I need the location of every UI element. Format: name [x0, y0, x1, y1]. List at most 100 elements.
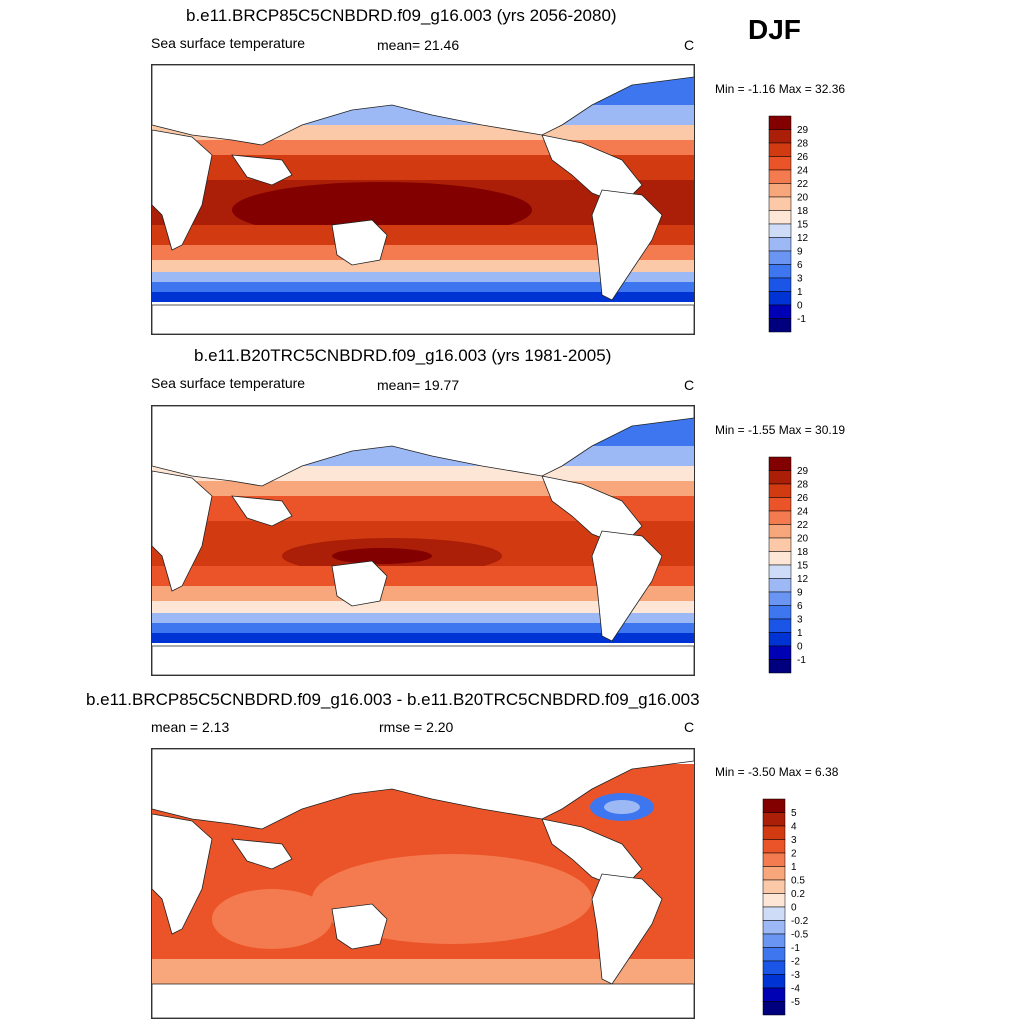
colorbar-tick-label: 20 [797, 193, 809, 204]
colorbar-swatch [768, 156, 792, 171]
colorbar-swatch [768, 456, 792, 471]
continent-antarctica [152, 304, 694, 334]
colorbar-tick-label: 3 [797, 615, 803, 626]
colorbar-swatch [768, 129, 792, 144]
continents [152, 406, 694, 675]
colorbar-swatch [762, 1001, 786, 1016]
colorbar-swatch [768, 277, 792, 292]
colorbar-tick-label: -3 [791, 970, 800, 981]
continent-antarctica [152, 645, 694, 675]
colorbar-tick-label: 28 [797, 480, 809, 491]
colorbar-swatch [768, 618, 792, 633]
colorbar-tick-label: 1 [791, 862, 797, 873]
colorbar-tick-label: 0.5 [791, 876, 805, 887]
colorbar-tick-label: 0 [791, 903, 797, 914]
continent-south-america [591, 530, 663, 642]
panel-2-variable-label: Sea surface temperature [151, 375, 306, 391]
continent-africa [152, 129, 213, 251]
colorbar-swatch [768, 142, 792, 157]
colorbar-swatch [762, 852, 786, 867]
sst-warm-core [332, 548, 432, 564]
colorbar-tick-label: 0.2 [791, 889, 805, 900]
panel-1-minmax: Min = -1.16 Max = 32.36 [715, 82, 846, 96]
continent-south-asia [231, 154, 293, 186]
colorbar-tick-label: 26 [797, 152, 809, 163]
continent-south-america [591, 873, 663, 985]
panel-3-colorbar-svg: 5 4 3 2 1 0.5 0.2 0 -0.2 -0.5 -1 -2 -3 -4 -5 [762, 798, 809, 1016]
colorbar-swatch [768, 551, 792, 566]
sst-band-cold-s [152, 623, 694, 635]
colorbar-swatch [762, 947, 786, 962]
colorbar-tick-label: -1 [791, 943, 800, 954]
colorbar-tick-label: 6 [797, 601, 803, 612]
colorbar-swatch [768, 169, 792, 184]
colorbar-swatch [768, 291, 792, 306]
colorbar-swatch [762, 893, 786, 908]
colorbar-tick-label: 1 [797, 628, 803, 639]
continent-south-america [591, 189, 663, 301]
colorbar-swatch [762, 933, 786, 948]
colorbar-tick-label: 4 [791, 822, 797, 833]
colorbar-tick-label: -1 [797, 655, 806, 666]
colorbar-tick-label: 15 [797, 561, 809, 572]
panel-3-mean-label: mean = 2.13 [151, 719, 230, 735]
colorbar-tick-label: 6 [797, 260, 803, 271]
colorbar-swatch [768, 210, 792, 225]
sst-band-mid-s [152, 260, 694, 274]
colorbar-swatch [762, 960, 786, 975]
colorbar-swatch [768, 497, 792, 512]
panel-2-mean-label: mean= 19.77 [377, 377, 460, 393]
panel-1-mean-label: mean= 21.46 [377, 37, 460, 53]
colorbar-swatch [768, 537, 792, 552]
panel-2-units: C [684, 377, 695, 393]
colorbar-tick-label: -2 [791, 957, 800, 968]
colorbar-tick-label: 24 [797, 507, 809, 518]
continent-australia [331, 903, 388, 950]
panel-3-map-svg [152, 749, 694, 1018]
diff-north-atlantic-core [604, 800, 640, 814]
colorbar-tick-label: -4 [791, 984, 800, 995]
panel-1-units: C [684, 37, 695, 53]
continent-south-asia [231, 838, 293, 870]
sst-band-polar-s [152, 292, 694, 302]
colorbar-tick-label: -1 [797, 314, 806, 325]
colorbar-swatch [768, 632, 792, 647]
continent-eurasia-north [152, 749, 694, 830]
panel-3-rmse-label: rmse = 2.20 [379, 719, 454, 735]
colorbar-swatch [768, 510, 792, 525]
colorbar-swatch [768, 659, 792, 674]
sst-band-subtropic-s [152, 245, 694, 263]
colorbar-swatch [768, 196, 792, 211]
colorbar-tick-label: 0 [797, 301, 803, 312]
colorbar-swatch [762, 987, 786, 1002]
colorbar-tick-label: -0.5 [791, 930, 809, 941]
colorbar-swatch [768, 304, 792, 319]
colorbar-swatch [768, 470, 792, 485]
colorbar-swatch [768, 483, 792, 498]
colorbar-tick-label: 22 [797, 179, 809, 190]
colorbar-swatch [768, 578, 792, 593]
colorbar-tick-label: 20 [797, 534, 809, 545]
colorbar-swatch [768, 524, 792, 539]
colorbar-swatch [768, 605, 792, 620]
colorbar-tick-label: 5 [791, 808, 797, 819]
colorbar-swatch [768, 250, 792, 265]
colorbar-swatch [768, 264, 792, 279]
colorbar-tick-label: 29 [797, 466, 809, 477]
colorbar-tick-label: 15 [797, 220, 809, 231]
panel-2-map [151, 405, 695, 676]
colorbar-tick-label: 29 [797, 125, 809, 136]
colorbar-tick-label: -5 [791, 997, 800, 1008]
colorbar-tick-label: 12 [797, 233, 809, 244]
colorbar-tick-label: 9 [797, 588, 803, 599]
colorbar-swatch [762, 812, 786, 827]
continent-australia [331, 560, 388, 607]
colorbar-tick-label: 22 [797, 520, 809, 531]
colorbar-swatch [768, 591, 792, 606]
colorbar-swatch [768, 223, 792, 238]
colorbar-tick-label: -0.2 [791, 916, 809, 927]
sst-band-polar-s [152, 633, 694, 643]
sst-band-cool-s [152, 272, 694, 284]
colorbar-tick-label: 1 [797, 287, 803, 298]
continent-africa [152, 470, 213, 592]
